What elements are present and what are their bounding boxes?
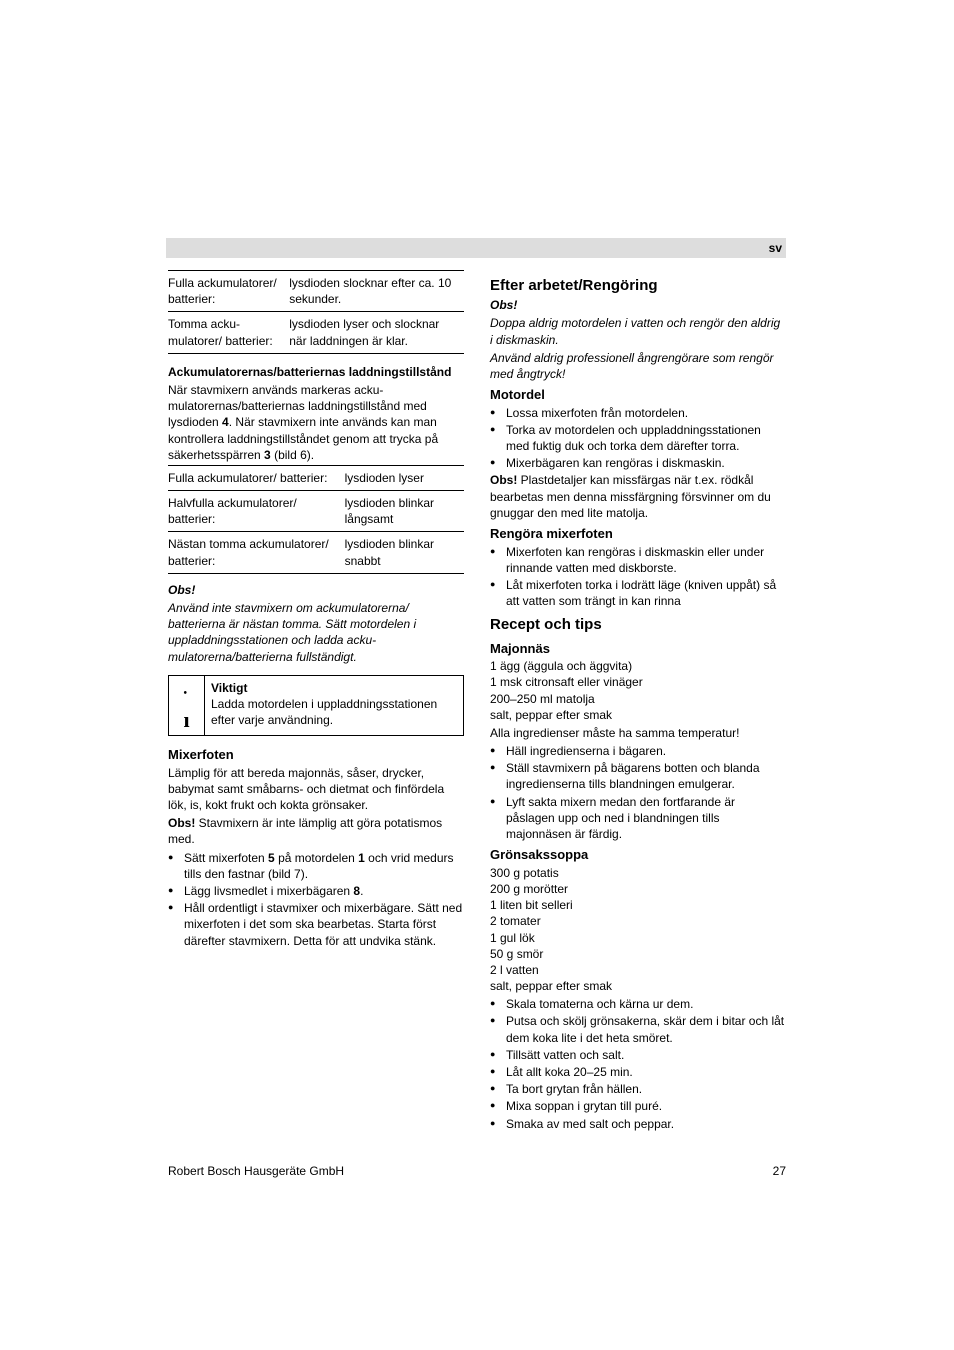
- para-charge-state: När stavmixern används markeras acku­mul…: [168, 382, 464, 463]
- cell: Halvfulla acku­mulatorer/ batterier:: [168, 491, 345, 532]
- footer-brand: Robert Bosch Hausgeräte GmbH: [168, 1163, 344, 1179]
- list-item: Tillsätt vatten och salt.: [490, 1047, 786, 1063]
- heading-majonnas: Majonnäs: [490, 640, 786, 658]
- heading-gronsaks: Grönsakssoppa: [490, 846, 786, 864]
- obs-title: Obs!: [490, 297, 786, 313]
- list-mixer: Sätt mixerfoten 5 på motordelen 1 och vr…: [168, 850, 464, 949]
- list-item: Låt allt koka 20–25 min.: [490, 1064, 786, 1080]
- heading-charge-state: Ackumulatorernas/batteriernas laddningst…: [168, 364, 464, 380]
- list-item: Mixerfoten kan rengöras i diskmaskin ell…: [490, 544, 786, 576]
- majonnas-note: Alla ingredienser måste ha samma tempera…: [490, 725, 786, 741]
- cell: Nästan tomma ackumulatorer/ batterier:: [168, 532, 345, 573]
- heading-motordel: Motordel: [490, 386, 786, 404]
- list-item: Sätt mixerfoten 5 på motordelen 1 och vr…: [168, 850, 464, 882]
- list-item: Lyft sakta mixern medan den fortfarande …: [490, 794, 786, 843]
- cell: Fulla acku­mulatorer/ batterier:: [168, 465, 345, 490]
- list-majonnas: Häll ingredienserna i bägaren. Ställ sta…: [490, 743, 786, 842]
- list-item: Smaka av med salt och peppar.: [490, 1116, 786, 1132]
- table-led-states: Fulla acku­mulatorer/ batterier:lysdiode…: [168, 465, 464, 574]
- ingredients: 1 ägg (äggula och äggvita) 1 msk citrons…: [490, 658, 786, 723]
- heading-recept: Recept och tips: [490, 615, 786, 635]
- obs-text: Använd aldrig professionell ångrengörare…: [490, 350, 786, 382]
- heading-rengora: Rengöra mixerfoten: [490, 525, 786, 543]
- list-item: Lossa mixerfoten från motordelen.: [490, 405, 786, 421]
- cell: lysdioden blinkar långsamt: [345, 491, 464, 532]
- list-item: Mixerbägaren kan rengöras i diskmaskin.: [490, 455, 786, 471]
- list-item: Lägg livsmedlet i mixerbägaren 8.: [168, 883, 464, 899]
- table-charge-led: Fulla acku­mulatorer/ batterier:lysdiode…: [168, 270, 464, 354]
- list-item: Häll ingredienserna i bägaren.: [490, 743, 786, 759]
- list-item: Torka av motordelen och uppladdningsstat…: [490, 422, 786, 454]
- list-motordel: Lossa mixerfoten från motordelen. Torka …: [490, 405, 786, 472]
- heading-after-work: Efter arbetet/Rengöring: [490, 276, 786, 296]
- cell: lysdioden slocknar efter ca. 10 sekunder…: [289, 271, 464, 312]
- obs-title: Obs!: [168, 582, 464, 598]
- cell: Fulla acku­mulatorer/ batterier:: [168, 271, 289, 312]
- heading-mixerfoten: Mixerfoten: [168, 746, 464, 764]
- left-column: Fulla acku­mulatorer/ batterier:lysdiode…: [168, 270, 464, 1133]
- content-columns: Fulla acku­mulatorer/ batterier:lysdiode…: [168, 270, 786, 1133]
- obs-text: Doppa aldrig motordelen i vatten och ren…: [490, 315, 786, 347]
- list-rengora: Mixerfoten kan rengöras i diskmaskin ell…: [490, 544, 786, 610]
- cell: lysdioden lyser och slocknar när laddnin…: [289, 312, 464, 353]
- cell: lysdioden lyser: [345, 465, 464, 490]
- info-text: Viktigt Ladda motordelen i uppladdnings­…: [205, 676, 463, 735]
- list-item: Ställ stavmixern på bägarens botten och …: [490, 760, 786, 792]
- ingredients: 300 g potatis 200 g morötter 1 liten bit…: [490, 865, 786, 995]
- language-tag: sv: [166, 238, 786, 258]
- list-item: Låt mixerfoten torka i lodrätt läge (kni…: [490, 577, 786, 609]
- info-box: •ı Viktigt Ladda motordelen i uppladdnin…: [168, 675, 464, 736]
- list-gronsaks: Skala tomaterna och kärna ur dem. Putsa …: [490, 996, 786, 1132]
- cell: Tomma acku­mulatorer/ batterier:: [168, 312, 289, 353]
- cell: lysdioden blinkar snabbt: [345, 532, 464, 573]
- right-column: Efter arbetet/Rengöring Obs! Doppa aldri…: [490, 270, 786, 1133]
- footer-page: 27: [773, 1163, 786, 1179]
- para-mixer-obs: Obs! Stavmixern är inte lämplig att göra…: [168, 815, 464, 847]
- list-item: Skala tomaterna och kärna ur dem.: [490, 996, 786, 1012]
- list-item: Putsa och skölj grönsakerna, skär dem i …: [490, 1013, 786, 1045]
- para-motor-obs: Obs! Plastdetaljer kan missfärgas när t.…: [490, 472, 786, 521]
- list-item: Mixa soppan i grytan till puré.: [490, 1098, 786, 1114]
- footer: Robert Bosch Hausgeräte GmbH 27: [168, 1163, 786, 1179]
- list-item: Ta bort grytan från hällen.: [490, 1081, 786, 1097]
- info-icon: •ı: [169, 676, 205, 735]
- list-item: Håll ordentligt i stavmixer och mixerbäg…: [168, 900, 464, 949]
- para-mixerfoten: Lämplig för att bereda majonnäs, såser, …: [168, 765, 464, 814]
- obs-text: Använd inte stavmixern om ackumulatorern…: [168, 600, 464, 665]
